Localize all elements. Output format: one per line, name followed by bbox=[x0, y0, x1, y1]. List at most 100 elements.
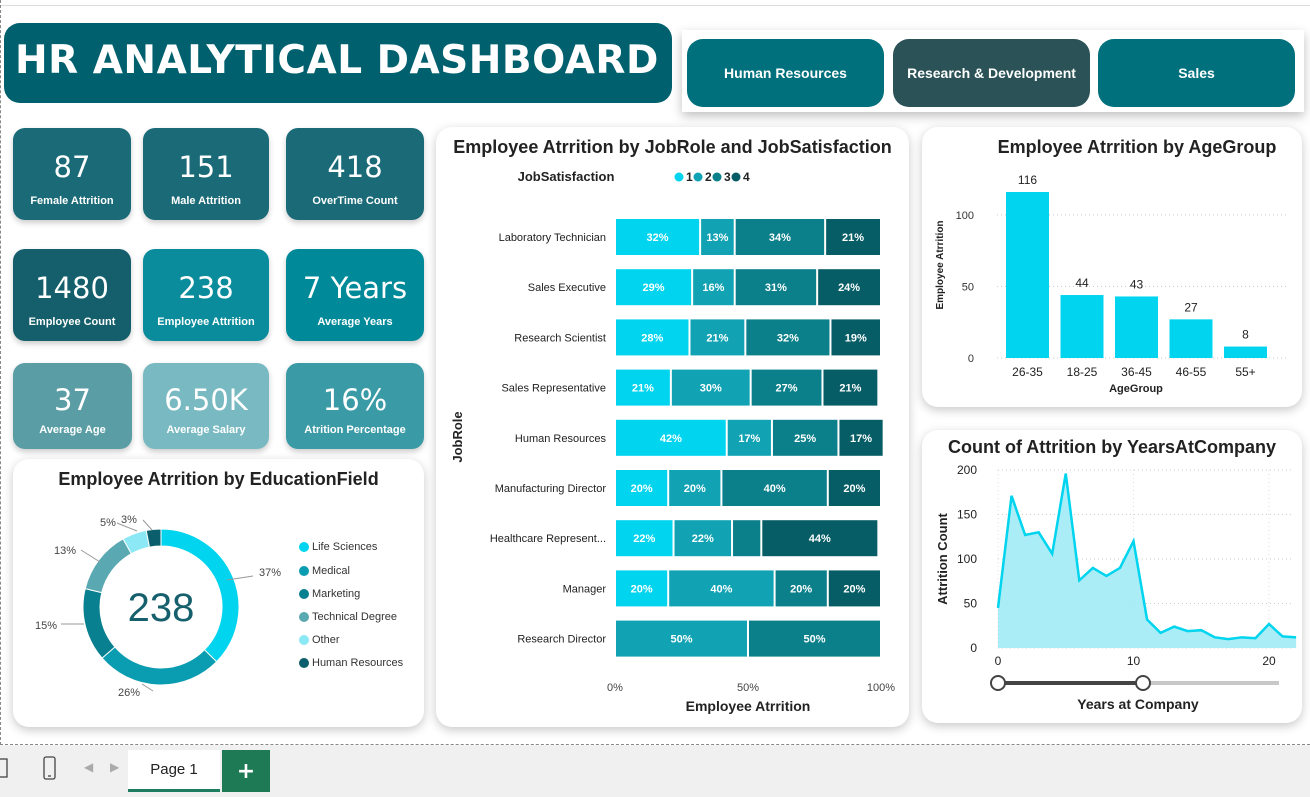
y-tick-label: 150 bbox=[957, 508, 977, 522]
y-tick-label: 0 bbox=[968, 353, 974, 365]
agegroup-category-label: 18-25 bbox=[1067, 365, 1098, 379]
year-slider-start-handle[interactable] bbox=[990, 675, 1006, 691]
jobrole-bar-label: 40% bbox=[764, 483, 786, 495]
agegroup-value-label: 43 bbox=[1130, 277, 1144, 291]
jobrole-category-label: Healthcare Represent... bbox=[490, 533, 606, 545]
agegroup-category-label: 36-45 bbox=[1121, 365, 1152, 379]
jobrole-bar-segment bbox=[616, 419, 726, 456]
dept-button-human-resources[interactable]: Human Resources bbox=[687, 39, 884, 107]
y-tick-label: 0 bbox=[970, 641, 977, 655]
kpi-label: Atrition Percentage bbox=[304, 424, 406, 436]
x-tick-label: 50% bbox=[737, 682, 759, 694]
title-banner bbox=[4, 23, 672, 103]
kpi-employee-attrition: 238 Employee Attrition bbox=[143, 249, 269, 341]
jobrole-bar-segment bbox=[616, 269, 692, 306]
jobrole-bar-segment bbox=[772, 419, 838, 456]
jobrole-bar-label: 16% bbox=[702, 282, 724, 294]
education-donut-chart: 37% 26% 15% 13% 5% 3% 238 bbox=[35, 514, 281, 699]
jobrole-bar-label: 28% bbox=[641, 332, 663, 344]
jobrole-bar-segment bbox=[828, 470, 880, 506]
add-page-button[interactable]: + bbox=[222, 750, 270, 792]
donut-center-value: 238 bbox=[128, 586, 195, 630]
jobrole-bar-label: 20% bbox=[684, 483, 706, 495]
jobrole-bar-label: 29% bbox=[643, 282, 665, 294]
legend-label: 3 bbox=[724, 170, 731, 184]
donut-slice-label: 13% bbox=[54, 545, 76, 557]
agegroup-bar bbox=[1169, 319, 1213, 358]
legend-item-medical[interactable]: Medical bbox=[299, 565, 350, 577]
jobrole-bar-label: 20% bbox=[631, 583, 653, 595]
kpi-attrition-percentage: 16% Atrition Percentage bbox=[286, 363, 424, 449]
legend-item-human-resources[interactable]: Human Resources bbox=[299, 657, 403, 669]
page-title: HR ANALYTICAL DASHBOARD bbox=[15, 38, 659, 83]
agegroup-category-label: 46-55 bbox=[1176, 365, 1207, 379]
legend-label: Life Sciences bbox=[312, 541, 378, 553]
mobile-layout-icon[interactable] bbox=[42, 756, 58, 782]
dept-button-sales[interactable]: Sales bbox=[1098, 39, 1295, 107]
kpi-average-years: 7 Years Average Years bbox=[286, 249, 424, 341]
x-axis-label: Years at Company bbox=[1077, 696, 1199, 712]
kpi-value: 6.50K bbox=[164, 383, 248, 417]
agegroup-value-label: 8 bbox=[1242, 328, 1249, 342]
donut-leader-line bbox=[142, 519, 153, 531]
tab-page-1[interactable]: Page 1 bbox=[128, 750, 220, 792]
y-axis-label: Employee Atrrition bbox=[935, 220, 946, 309]
jobrole-bar-segment bbox=[616, 470, 668, 506]
prev-page-icon[interactable]: ◀ bbox=[84, 760, 94, 774]
legend-dot bbox=[299, 542, 309, 552]
jobrole-bar-label: 50% bbox=[670, 634, 692, 646]
kpi-value: 1480 bbox=[35, 271, 109, 305]
year-slider-end-handle[interactable] bbox=[1135, 675, 1151, 691]
jobrole-bar-segment bbox=[749, 620, 880, 657]
legend-dot bbox=[299, 635, 309, 645]
jobrole-category-label: Research Director bbox=[517, 634, 606, 646]
jobrole-bar-label: 24% bbox=[838, 282, 860, 294]
donut-leader-line bbox=[80, 549, 101, 563]
legend-item-marketing[interactable]: Marketing bbox=[299, 588, 360, 600]
jobrole-bar-segment bbox=[693, 269, 734, 306]
x-axis-label: Employee Atrrition bbox=[686, 698, 811, 714]
jobrole-bar-label: 21% bbox=[706, 332, 728, 344]
jobrole-bar-segment bbox=[669, 570, 774, 607]
legend-label: 2 bbox=[705, 170, 712, 184]
jobrole-bar-segment bbox=[823, 369, 878, 406]
jobrole-bar-label: 21% bbox=[632, 383, 654, 395]
jobrole-bar-label: 21% bbox=[839, 383, 861, 395]
jobrole-bar-segment bbox=[735, 269, 817, 306]
agegroup-value-label: 44 bbox=[1075, 276, 1089, 290]
jobrole-bar-label: 20% bbox=[843, 483, 865, 495]
jobrole-bar-segment bbox=[616, 620, 747, 657]
jobrole-bar-label: 42% bbox=[660, 433, 682, 445]
legend-label: Other bbox=[312, 634, 340, 646]
jobrole-bar-label: 20% bbox=[631, 483, 653, 495]
donut-slice-human-resources bbox=[145, 528, 162, 548]
legend-item-technical-degree[interactable]: Technical Degree bbox=[299, 611, 397, 623]
education-field-card bbox=[13, 459, 424, 727]
jobrole-bar-segment bbox=[616, 520, 673, 557]
kpi-value: 87 bbox=[53, 150, 91, 184]
agegroup-chart-title: Employee Atrrition by AgeGroup bbox=[997, 137, 1277, 157]
desktop-layout-icon[interactable] bbox=[0, 757, 10, 781]
dept-button-research-development[interactable]: Research & Development bbox=[893, 39, 1090, 107]
legend-item-other[interactable]: Other bbox=[299, 634, 340, 646]
jobrole-chart-title: Employee Atrrition by JobRole and JobSat… bbox=[453, 137, 892, 157]
jobrole-category-label: Laboratory Technician bbox=[499, 232, 606, 244]
donut-slice-label: 3% bbox=[121, 514, 137, 526]
jobrole-bar-segment bbox=[616, 570, 668, 607]
legend-item-life-sciences[interactable]: Life Sciences bbox=[299, 541, 377, 553]
agegroup-value-label: 27 bbox=[1184, 300, 1198, 314]
jobrole-bar-label: 34% bbox=[769, 232, 791, 244]
next-page-icon[interactable]: ▶ bbox=[110, 760, 120, 774]
jobrole-bar-label: 22% bbox=[692, 533, 714, 545]
jobrole-bar-segment bbox=[671, 369, 750, 406]
legend-label: Medical bbox=[312, 565, 350, 577]
kpi-label: Employee Attrition bbox=[157, 316, 255, 328]
jobrole-bar-segment bbox=[831, 319, 880, 356]
kpi-label: Average Years bbox=[317, 316, 393, 328]
y-tick-label: 50 bbox=[964, 597, 978, 611]
kpi-value: 418 bbox=[327, 150, 383, 184]
agegroup-value-label: 116 bbox=[1018, 173, 1037, 187]
jobrole-bar-segment bbox=[669, 470, 721, 506]
x-tick-label: 10 bbox=[1127, 654, 1141, 668]
y-axis-label: JobRole bbox=[450, 411, 465, 462]
